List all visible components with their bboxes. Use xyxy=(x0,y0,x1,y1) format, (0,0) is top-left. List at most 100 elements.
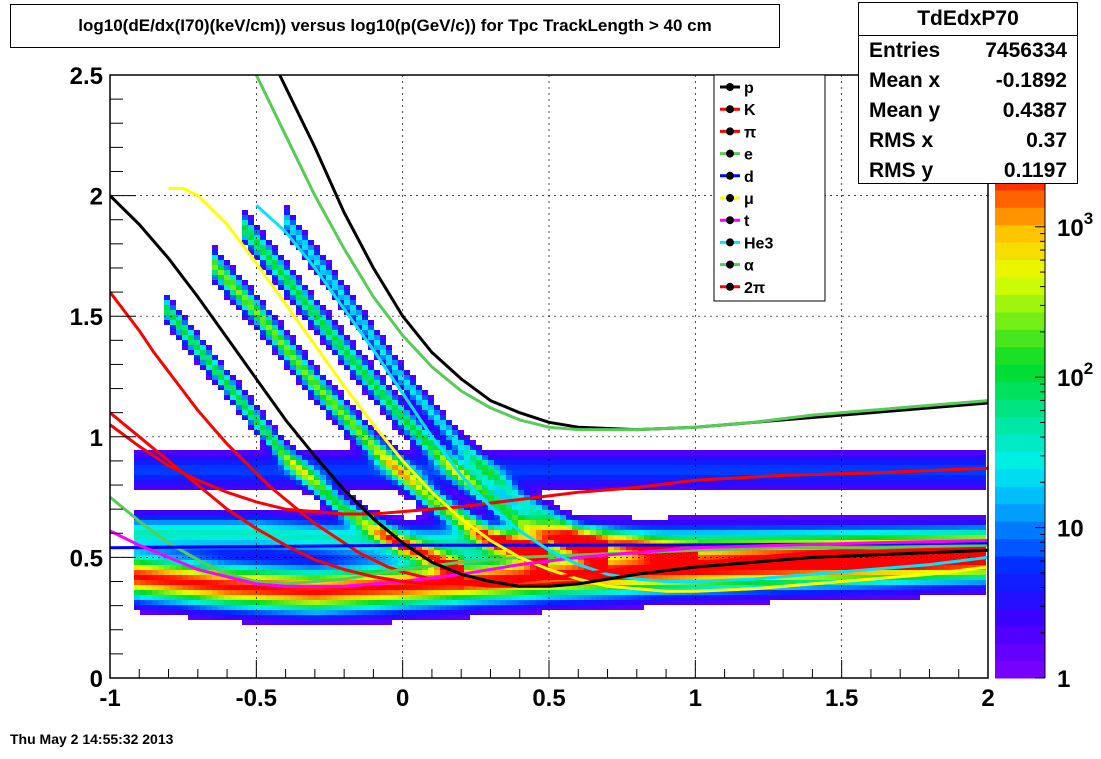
colorbar-swatch xyxy=(995,451,1045,469)
heatmap-cell xyxy=(194,355,200,360)
heatmap-cell xyxy=(392,405,398,410)
heatmap-cell xyxy=(290,455,296,460)
heatmap-cell xyxy=(452,495,458,500)
heatmap-cell xyxy=(368,605,374,610)
heatmap-cell xyxy=(218,260,224,265)
heatmap-cell xyxy=(182,570,188,575)
heatmap-cell xyxy=(914,485,920,490)
heatmap-cell xyxy=(698,570,704,575)
heatmap-cell xyxy=(404,530,410,535)
heatmap-cell xyxy=(302,520,308,525)
heatmap-cell xyxy=(260,570,266,575)
heatmap-cell xyxy=(242,285,248,290)
heatmap-cell xyxy=(182,590,188,595)
heatmap-cell xyxy=(344,405,350,410)
heatmap-cell xyxy=(260,600,266,605)
heatmap-cell xyxy=(158,570,164,575)
heatmap-cell xyxy=(134,475,140,480)
heatmap-cell xyxy=(248,395,254,400)
heatmap-cell xyxy=(530,600,536,605)
heatmap-cell xyxy=(554,520,560,525)
heatmap-cell xyxy=(914,460,920,465)
heatmap-cell xyxy=(734,450,740,455)
heatmap-cell xyxy=(626,450,632,455)
heatmap-cell xyxy=(842,565,848,570)
heatmap-cell xyxy=(350,445,356,450)
heatmap-cell xyxy=(188,600,194,605)
heatmap-cell xyxy=(368,565,374,570)
heatmap-cell xyxy=(134,560,140,565)
heatmap-cell xyxy=(284,565,290,570)
heatmap-cell xyxy=(308,485,314,490)
heatmap-cell xyxy=(800,460,806,465)
heatmap-cell xyxy=(254,510,260,515)
heatmap-cell xyxy=(368,535,374,540)
heatmap-cell xyxy=(332,615,338,620)
heatmap-cell xyxy=(350,485,356,490)
heatmap-cell xyxy=(434,475,440,480)
heatmap-cell xyxy=(356,355,362,360)
heatmap-cell xyxy=(332,320,338,325)
heatmap-cell xyxy=(254,565,260,570)
heatmap-cell xyxy=(368,360,374,365)
heatmap-cell xyxy=(776,465,782,470)
heatmap-cell xyxy=(320,405,326,410)
heatmap-cell xyxy=(338,495,344,500)
heatmap-cell xyxy=(446,475,452,480)
heatmap-cell xyxy=(188,525,194,530)
heatmap-cell xyxy=(878,455,884,460)
heatmap-cell xyxy=(416,520,422,525)
heatmap-cell xyxy=(224,515,230,520)
heatmap-cell xyxy=(338,615,344,620)
heatmap-cell xyxy=(350,455,356,460)
heatmap-cell xyxy=(854,460,860,465)
heatmap-cell xyxy=(164,595,170,600)
heatmap-cell xyxy=(944,450,950,455)
heatmap-cell xyxy=(578,520,584,525)
heatmap-cell xyxy=(674,455,680,460)
heatmap-cell xyxy=(386,460,392,465)
heatmap-cell xyxy=(386,355,392,360)
heatmap-cell xyxy=(428,395,434,400)
heatmap-cell xyxy=(686,455,692,460)
heatmap-cell xyxy=(374,375,380,380)
heatmap-cell xyxy=(194,580,200,585)
heatmap-cell xyxy=(896,450,902,455)
heatmap-cell xyxy=(218,515,224,520)
heatmap-cell xyxy=(944,460,950,465)
heatmap-cell xyxy=(284,515,290,520)
heatmap-cell xyxy=(344,415,350,420)
heatmap-cell xyxy=(698,600,704,605)
heatmap-cell xyxy=(926,515,932,520)
heatmap-cell xyxy=(152,610,158,615)
heatmap-cell xyxy=(530,570,536,575)
heatmap-cell xyxy=(452,550,458,555)
heatmap-cell xyxy=(272,340,278,345)
heatmap-cell xyxy=(176,325,182,330)
heatmap-cell xyxy=(788,455,794,460)
heatmap-cell xyxy=(554,505,560,510)
heatmap-cell xyxy=(266,430,272,435)
heatmap-cell xyxy=(440,510,446,515)
heatmap-cell xyxy=(236,485,242,490)
heatmap-cell xyxy=(506,455,512,460)
heatmap-cell xyxy=(248,550,254,555)
heatmap-cell xyxy=(386,615,392,620)
heatmap-cell xyxy=(242,570,248,575)
heatmap-cell xyxy=(818,485,824,490)
heatmap-cell xyxy=(254,570,260,575)
heatmap-cell xyxy=(188,325,194,330)
heatmap-cell xyxy=(944,565,950,570)
heatmap-cell xyxy=(224,370,230,375)
heatmap-cell xyxy=(344,285,350,290)
heatmap-cell xyxy=(506,560,512,565)
heatmap-cell xyxy=(356,360,362,365)
heatmap-cell xyxy=(338,605,344,610)
heatmap-cell xyxy=(884,485,890,490)
heatmap-cell xyxy=(416,530,422,535)
heatmap-cell xyxy=(650,535,656,540)
heatmap-cell xyxy=(410,445,416,450)
heatmap-cell xyxy=(386,400,392,405)
heatmap-cell xyxy=(962,470,968,475)
heatmap-cell xyxy=(890,590,896,595)
